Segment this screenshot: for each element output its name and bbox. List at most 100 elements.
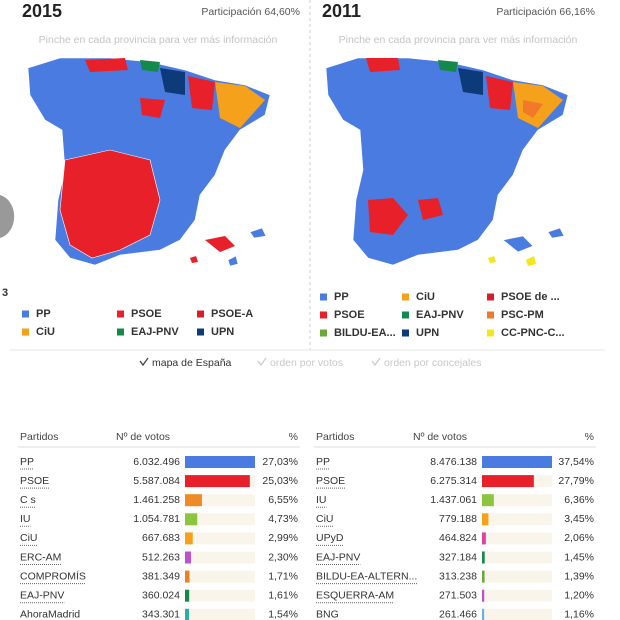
bar xyxy=(185,475,250,488)
bar xyxy=(185,513,198,526)
legend-swatch xyxy=(320,293,327,301)
party-name[interactable]: IU xyxy=(20,513,31,525)
legend-label: PSOE xyxy=(131,308,162,320)
votes: 779.188 xyxy=(439,513,477,525)
votes: 5.587.084 xyxy=(133,475,180,487)
votes: 271.503 xyxy=(439,589,477,601)
percent: 2,30% xyxy=(268,551,298,563)
votes: 1.437.061 xyxy=(430,494,477,506)
legend-label: CiU xyxy=(36,326,55,338)
percent: 27,03% xyxy=(262,456,298,468)
bar-track xyxy=(482,551,552,564)
bar xyxy=(185,551,191,564)
check xyxy=(371,357,381,367)
bar-track xyxy=(482,494,552,507)
legend-swatch xyxy=(402,329,409,337)
year: 2015 xyxy=(22,1,62,21)
bar xyxy=(482,570,485,583)
scroll-handle xyxy=(0,195,15,238)
bar xyxy=(185,589,190,602)
percent: 6,36% xyxy=(564,494,594,506)
bar xyxy=(482,513,489,526)
votes: 1.054.781 xyxy=(133,513,180,525)
bar xyxy=(185,532,193,545)
party-name[interactable]: C s xyxy=(20,494,36,506)
legend-swatch xyxy=(487,293,494,301)
percent: 25,03% xyxy=(262,475,298,487)
party-name[interactable]: BILDU-EA-ALTERN... xyxy=(316,570,417,582)
check xyxy=(139,357,149,367)
legend-swatch xyxy=(197,310,204,318)
votes: 343.301 xyxy=(142,609,180,620)
bar xyxy=(185,570,190,583)
tab[interactable]: orden por concejales xyxy=(384,357,481,369)
party-name[interactable]: BNG xyxy=(316,609,339,620)
legend-label: CiU xyxy=(416,291,435,303)
bar-track xyxy=(482,513,552,526)
votes: 261.466 xyxy=(439,609,477,620)
map-2015[interactable] xyxy=(27,57,271,267)
percent: 6,55% xyxy=(268,494,298,506)
percent: 1,20% xyxy=(564,589,594,601)
header: Partidos xyxy=(20,431,59,443)
legend-label: PP xyxy=(36,308,51,320)
percent: 1,71% xyxy=(268,570,298,582)
votes: 6.275.314 xyxy=(430,475,477,487)
bar-track xyxy=(482,589,552,602)
map-2011[interactable] xyxy=(325,57,569,267)
legend-label: PSOE-A xyxy=(211,308,253,320)
party-name[interactable]: CiU xyxy=(316,513,334,525)
percent: 1,39% xyxy=(564,570,594,582)
party-name[interactable]: PSOE xyxy=(20,475,49,487)
party-name[interactable]: ESQUERRA-AM xyxy=(316,589,394,601)
header: Partidos xyxy=(316,431,355,443)
bar-track xyxy=(185,589,255,602)
bar xyxy=(482,456,552,468)
bar xyxy=(482,551,485,564)
party-name[interactable]: IU xyxy=(316,494,327,506)
tab[interactable]: mapa de España xyxy=(152,357,232,369)
check xyxy=(257,357,267,367)
votes: 313.238 xyxy=(439,570,477,582)
legend-swatch xyxy=(487,311,494,319)
party-name[interactable]: UPyD xyxy=(316,532,344,544)
legend-label: UPN xyxy=(416,327,439,339)
votes: 512.263 xyxy=(142,551,180,563)
legend-label: UPN xyxy=(211,326,234,338)
tab[interactable]: orden por votos xyxy=(270,357,343,369)
legend-swatch xyxy=(320,311,327,319)
header: Nº de votos xyxy=(116,431,170,443)
bar xyxy=(185,608,189,620)
votes: 6.032.496 xyxy=(133,456,180,468)
percent: 1,45% xyxy=(564,551,594,563)
party-name[interactable]: PSOE xyxy=(316,475,345,487)
party-name[interactable]: EAJ-PNV xyxy=(316,551,360,563)
header: % xyxy=(585,431,594,443)
legend-label: CC-PNC-C... xyxy=(501,327,565,339)
participation: Participación 64,60% xyxy=(201,6,300,18)
header: % xyxy=(289,431,298,443)
bar xyxy=(185,494,202,507)
party-name[interactable]: CiU xyxy=(20,532,38,544)
legend-swatch xyxy=(22,310,29,318)
party-name[interactable]: ERC-AM xyxy=(20,551,61,563)
party-name[interactable]: EAJ-PNV xyxy=(20,589,64,601)
legend-swatch xyxy=(402,311,409,319)
bar-track xyxy=(185,532,255,545)
party-name[interactable]: PP xyxy=(316,456,330,468)
legend-label: PSOE xyxy=(334,309,365,321)
party-name[interactable]: PP xyxy=(20,456,34,468)
party-name[interactable]: AhoraMadrid xyxy=(20,609,80,620)
votes: 381.349 xyxy=(142,570,180,582)
votes: 464.824 xyxy=(439,532,477,544)
party-name[interactable]: COMPROMÍS xyxy=(20,569,86,582)
legend-swatch xyxy=(22,328,29,336)
votes: 8.476.138 xyxy=(430,456,477,468)
legend-label: PSOE de ... xyxy=(501,291,560,303)
percent: 1,61% xyxy=(268,589,298,601)
bar xyxy=(482,589,485,602)
bar-track xyxy=(185,551,255,564)
legend-swatch xyxy=(117,328,124,336)
